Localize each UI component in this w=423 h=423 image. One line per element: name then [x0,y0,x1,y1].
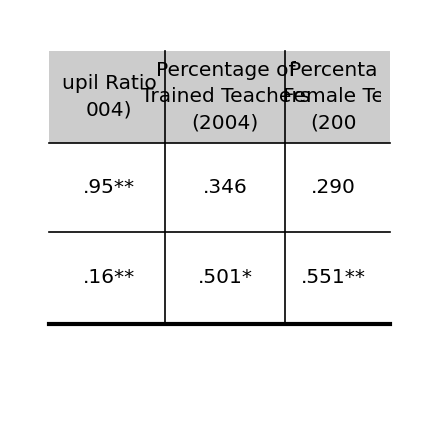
Bar [165,51,286,143]
Bar [165,232,286,324]
Text: Percentage of
Trained Teachers
(2004): Percentage of Trained Teachers (2004) [141,61,310,133]
Bar [286,232,390,324]
Bar [286,51,390,143]
Text: Percenta
Female Te
(200: Percenta Female Te (200 [283,61,384,133]
Bar [49,51,165,143]
Text: .501*: .501* [198,269,253,287]
Text: .16**: .16** [83,269,135,287]
Text: .551**: .551** [300,269,365,287]
Bar [286,143,390,232]
Text: .290: .290 [310,178,355,197]
Bar [49,232,165,324]
Bar [49,143,165,232]
Text: upil Ratio
004): upil Ratio 004) [62,74,157,120]
Text: .95**: .95** [83,178,135,197]
Text: .346: .346 [203,178,248,197]
Bar [165,143,286,232]
